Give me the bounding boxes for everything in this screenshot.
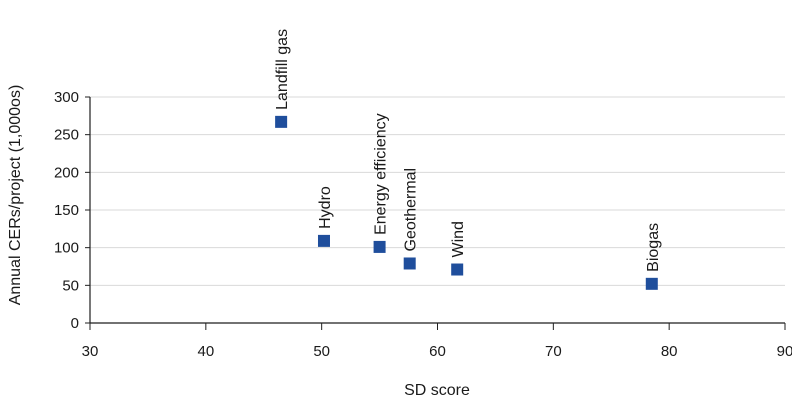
x-tick-label: 60 (429, 343, 446, 360)
point-label: Landfill gas (274, 29, 291, 110)
x-tick-label: 30 (82, 343, 99, 360)
point-label: Geothermal (403, 168, 420, 252)
data-point (373, 240, 386, 253)
y-tick-label: 50 (62, 277, 79, 294)
points-layer (275, 115, 658, 290)
point-label: Wind (450, 221, 467, 257)
grid-layer (90, 96, 785, 286)
y-tick-label: 0 (71, 315, 79, 332)
x-tick-label: 50 (313, 343, 330, 360)
point-label: Biogas (645, 223, 662, 272)
data-point (275, 115, 288, 128)
y-axis-title: Annual CERs/project (1,000os) (7, 85, 24, 306)
ticks-layer: 0 50 100 150 200 250 300 30 40 50 60 70 80 90 (54, 89, 792, 360)
labels-layer: Landfill gas Hydro Energy efficiency Geothe… (274, 29, 662, 272)
x-tick-label: 40 (197, 343, 214, 360)
y-tick-label: 300 (54, 89, 79, 106)
data-point (403, 257, 416, 270)
data-point (451, 263, 464, 276)
x-tick-label: 90 (777, 343, 792, 360)
x-axis-title: SD score (404, 382, 470, 399)
y-tick-label: 150 (54, 202, 79, 219)
x-tick-label: 80 (661, 343, 678, 360)
data-point (317, 234, 330, 247)
point-label: Hydro (317, 186, 334, 229)
y-tick-label: 200 (54, 164, 79, 181)
data-point (645, 277, 658, 290)
y-tick-label: 250 (54, 127, 79, 144)
x-tick-label: 70 (545, 343, 562, 360)
point-label: Energy efficiency (373, 113, 390, 235)
y-tick-label: 100 (54, 240, 79, 257)
